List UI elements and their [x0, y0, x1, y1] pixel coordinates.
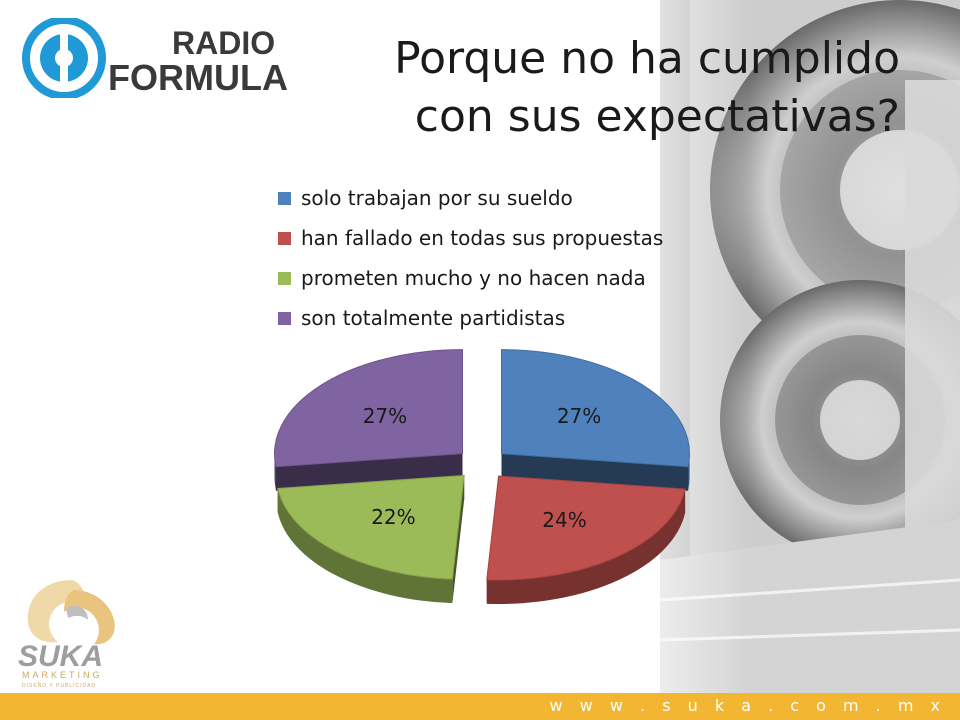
- pie-slice-wall: [501, 453, 689, 491]
- pie-data-label: 22%: [371, 505, 415, 529]
- chart-legend: solo trabajan por su sueldo han fallado e…: [278, 178, 663, 338]
- radio-formula-logo: RADIO FORMULA: [22, 18, 288, 98]
- legend-swatch: [278, 311, 291, 325]
- pie-slice: 24%: [486, 475, 686, 605]
- pie-data-label: 27%: [363, 404, 407, 428]
- title-line-2: con sus expectativas?: [414, 91, 900, 142]
- pie-slice: 27%: [501, 349, 690, 491]
- pie-data-label: 24%: [542, 508, 586, 532]
- footer-url: w w w . s u k a . c o m . m x: [549, 696, 946, 715]
- legend-label: solo trabajan por su sueldo: [301, 186, 573, 210]
- pie-slice: 27%: [274, 349, 463, 491]
- svg-text:MARKETING: MARKETING: [22, 670, 103, 680]
- svg-text:FORMULA: FORMULA: [108, 57, 288, 98]
- legend-swatch: [278, 271, 291, 285]
- pie-slice-top: [274, 349, 463, 468]
- legend-label: prometen mucho y no hacen nada: [301, 266, 646, 290]
- pie-slice-top: [277, 474, 465, 580]
- legend-swatch: [278, 191, 291, 205]
- svg-text:SUKA: SUKA: [18, 640, 103, 673]
- legend-item: han fallado en todas sus propuestas: [278, 218, 663, 258]
- legend-item: son totalmente partidistas: [278, 298, 663, 338]
- pie-slice-top: [501, 349, 690, 468]
- legend-label: son totalmente partidistas: [301, 306, 566, 330]
- pie-slice: 22%: [277, 474, 465, 604]
- legend-swatch: [278, 231, 291, 245]
- suka-logo: SUKA MARKETING DISEÑO Y PUBLICIDAD: [18, 580, 115, 689]
- svg-text:RADIO: RADIO: [172, 25, 275, 61]
- legend-item: solo trabajan por su sueldo: [278, 178, 663, 218]
- pie-slice-wall: [452, 475, 465, 604]
- legend-label: han fallado en todas sus propuestas: [301, 226, 664, 250]
- slide-title: Porque no ha cumplido con sus expectativ…: [340, 30, 900, 146]
- pie-slice-top: [486, 475, 686, 581]
- pie-slice-side: [277, 488, 453, 604]
- legend-item: prometen mucho y no hacen nada: [278, 258, 663, 298]
- pie-slice-wall: [275, 453, 463, 491]
- svg-text:DISEÑO Y PUBLICIDAD: DISEÑO Y PUBLICIDAD: [22, 682, 96, 689]
- pie-slice-side: [486, 489, 686, 605]
- pie-data-label: 27%: [557, 404, 601, 428]
- title-line-1: Porque no ha cumplido: [394, 33, 900, 84]
- footer-bar: w w w . s u k a . c o m . m x: [0, 693, 960, 720]
